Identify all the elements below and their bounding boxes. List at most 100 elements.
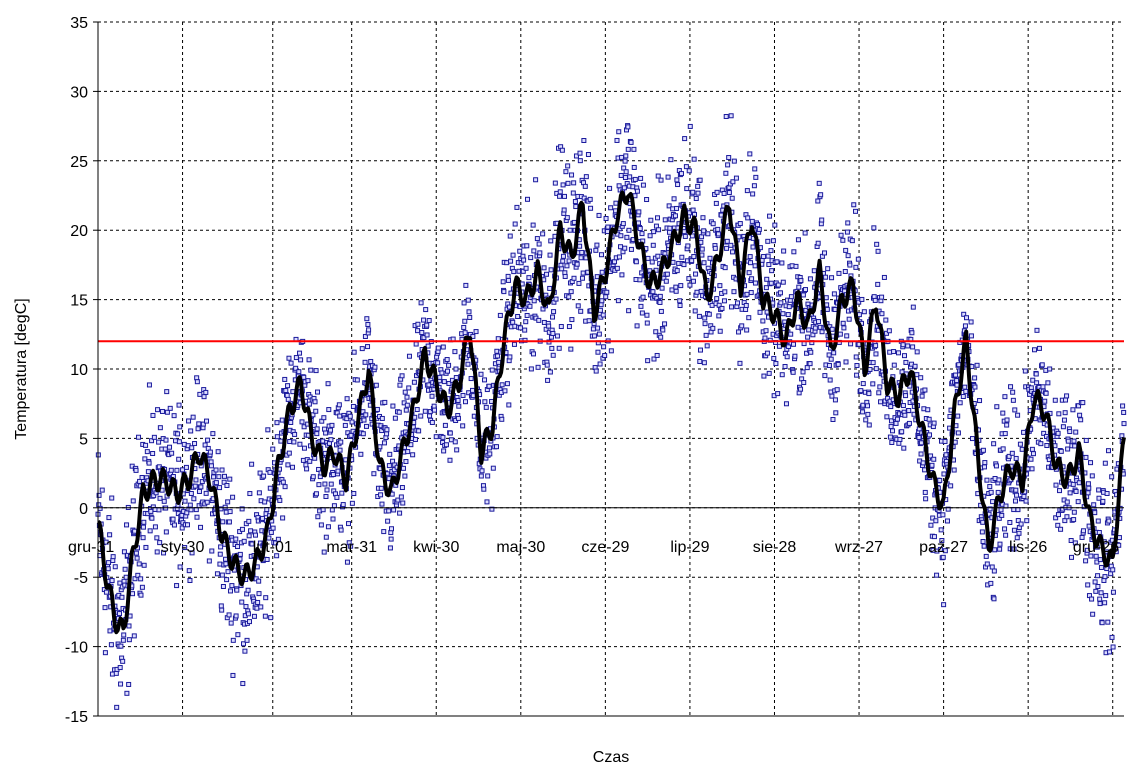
data-point	[103, 589, 109, 595]
data-point	[381, 529, 387, 535]
data-point	[365, 344, 371, 350]
data-point	[887, 434, 893, 440]
data-point	[686, 276, 692, 282]
data-point	[605, 224, 611, 230]
data-point	[249, 461, 255, 467]
data-point	[845, 220, 851, 226]
data-point	[922, 467, 928, 473]
data-point	[861, 309, 867, 315]
data-point	[673, 288, 679, 294]
data-point	[198, 484, 204, 490]
data-point	[338, 439, 344, 445]
data-point	[905, 343, 911, 349]
x-tick-label: kwi-30	[413, 539, 459, 556]
data-point	[607, 185, 613, 191]
data-point	[1110, 589, 1116, 595]
data-point	[831, 291, 837, 297]
data-point	[972, 375, 978, 381]
data-point	[174, 583, 180, 589]
data-point	[242, 648, 248, 654]
data-point	[681, 262, 687, 268]
data-point	[323, 494, 329, 500]
data-point	[331, 503, 337, 509]
data-point	[121, 632, 127, 638]
data-point	[747, 254, 753, 260]
data-point	[344, 559, 350, 565]
data-point	[308, 367, 314, 373]
data-point	[830, 417, 836, 423]
data-point	[645, 255, 651, 261]
data-point	[723, 170, 729, 176]
data-point	[819, 217, 825, 223]
data-point	[462, 399, 468, 405]
data-point	[588, 205, 594, 211]
data-point	[858, 388, 864, 394]
data-point	[579, 275, 585, 281]
data-point	[293, 365, 299, 371]
data-point	[201, 394, 207, 400]
data-point	[599, 269, 605, 275]
data-point	[405, 449, 411, 455]
data-point	[1106, 518, 1112, 524]
data-point	[900, 403, 906, 409]
data-point	[705, 231, 711, 237]
data-point	[781, 248, 787, 254]
data-point	[397, 510, 403, 516]
data-point	[829, 275, 835, 281]
data-point	[372, 364, 378, 370]
data-point	[143, 442, 149, 448]
data-point	[452, 439, 458, 445]
data-point	[489, 506, 495, 512]
data-point	[689, 233, 695, 239]
data-point	[791, 249, 797, 255]
data-point	[678, 171, 684, 177]
y-tick-label: 5	[79, 431, 88, 448]
data-point	[672, 213, 678, 219]
data-point	[854, 363, 860, 369]
data-point	[578, 308, 584, 314]
data-point	[768, 248, 774, 254]
data-point	[586, 318, 592, 324]
data-point	[109, 578, 115, 584]
data-point	[146, 382, 152, 388]
data-point	[702, 315, 708, 321]
data-point	[403, 459, 409, 465]
data-point	[495, 353, 501, 359]
data-point	[306, 401, 312, 407]
data-point	[608, 348, 614, 354]
data-point	[419, 330, 425, 336]
data-point	[414, 407, 420, 413]
data-point	[256, 578, 262, 584]
data-point	[846, 316, 852, 322]
data-point	[550, 330, 556, 336]
data-point	[899, 429, 905, 435]
data-point	[701, 260, 707, 266]
data-point	[866, 391, 872, 397]
data-point	[724, 245, 730, 251]
data-point	[894, 416, 900, 422]
data-point	[650, 242, 656, 248]
data-point	[348, 543, 354, 549]
data-point	[402, 473, 408, 479]
data-point	[435, 360, 441, 366]
data-point	[1089, 596, 1095, 602]
data-point	[737, 221, 743, 227]
data-point	[981, 464, 987, 470]
data-point	[520, 268, 526, 274]
data-point	[793, 263, 799, 269]
data-point	[577, 243, 583, 249]
data-point	[1064, 514, 1070, 520]
data-point	[495, 336, 501, 342]
data-point	[581, 195, 587, 201]
data-point	[836, 270, 842, 276]
data-point	[485, 473, 491, 479]
data-point	[1067, 429, 1073, 435]
data-point	[608, 205, 614, 211]
data-point	[802, 287, 808, 293]
data-point	[1069, 554, 1075, 560]
data-point	[234, 587, 240, 593]
y-tick-label: 15	[70, 293, 88, 310]
data-point	[847, 262, 853, 268]
data-point	[339, 490, 345, 496]
data-point	[1102, 600, 1108, 606]
